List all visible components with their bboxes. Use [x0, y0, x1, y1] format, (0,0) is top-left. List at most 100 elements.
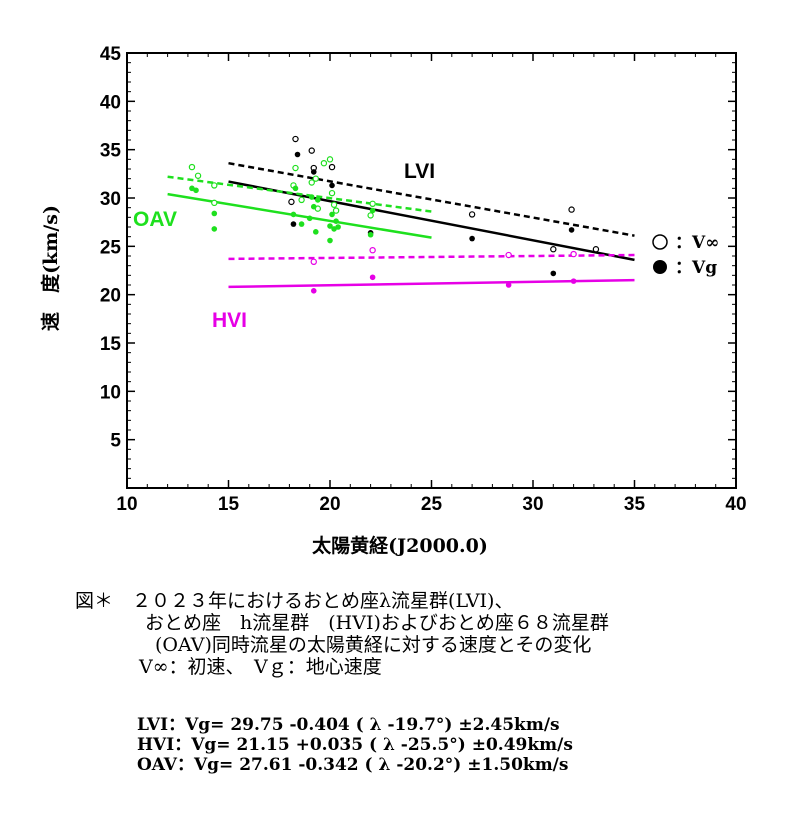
point-oav-vinf: [328, 189, 336, 197]
caption-line-2: おとめ座 h流星群 (HVI)およびおとめ座６８流星群: [145, 612, 609, 634]
x-tick-label: 10: [116, 494, 137, 515]
point-oav-vinf: [211, 199, 218, 207]
point-oav-vg: [211, 226, 218, 232]
point-hvi-vg: [369, 274, 376, 281]
fit-line-oav-dashed: [167, 175, 432, 213]
y-tick-label: 45: [100, 44, 122, 65]
point-lvi-vinf: [308, 147, 315, 154]
point-lvi-vg: [310, 169, 317, 175]
point-oav-vinf: [194, 172, 202, 179]
point-hvi-vinf: [570, 250, 577, 258]
point-oav-vg: [329, 211, 335, 218]
plot-border: [126, 52, 737, 489]
point-oav-vg: [335, 224, 341, 230]
point-lvi-vg: [290, 221, 297, 227]
fit-line-lvi-solid: [228, 180, 635, 262]
data-points: [188, 135, 600, 294]
y-tick-label: 15: [100, 334, 122, 355]
plot-frame: [126, 52, 737, 489]
series-label-lvi: LVI: [404, 160, 435, 183]
point-oav-vinf: [332, 207, 340, 214]
point-hvi-vg: [505, 282, 512, 288]
x-tick-label: 30: [522, 494, 543, 515]
point-oav-vg: [369, 207, 376, 214]
point-oav-vinf: [298, 196, 305, 204]
caption-line-4: V∞：初速、 Vｇ：地心速度: [139, 656, 382, 678]
point-oav-vinf: [367, 212, 374, 219]
point-oav-vinf: [326, 156, 334, 163]
formula-hvi: HVI：Vg= 21.15 +0.035 ( λ -25.5°) ±0.49km…: [137, 735, 573, 755]
point-oav-vg: [292, 185, 299, 192]
caption-line-1: 図＊ ２０２３年におけるおとめ座λ流星群(LVI)、: [75, 590, 514, 612]
point-oav-vg: [211, 210, 218, 217]
point-hvi-vinf: [505, 251, 512, 259]
x-tick-label: 40: [725, 494, 746, 515]
point-lvi-vg: [294, 151, 301, 158]
point-hvi-vg: [570, 278, 577, 284]
point-oav-vg: [308, 194, 315, 200]
x-axis-title: 太陽黄経(J2000.0): [312, 534, 488, 557]
x-tick-label: 20: [319, 494, 340, 515]
formula-lvi: LVI：Vg= 29.75 -0.404 ( λ -19.7°) ±2.45km…: [137, 715, 560, 735]
y-tick-label: 40: [100, 92, 121, 113]
x-tick-label: 25: [421, 494, 443, 515]
caption-line-3: (OAV)同時流星の太陽黄経に対する速度とその変化: [155, 634, 592, 656]
point-hvi-vg: [310, 288, 317, 294]
fit-line-hvi-solid: [228, 278, 635, 289]
point-lvi-vg: [568, 227, 575, 233]
point-oav-vinf: [320, 159, 328, 167]
point-oav-vinf: [330, 201, 338, 208]
point-lvi-vg: [329, 182, 335, 189]
y-tick-label: 30: [100, 189, 121, 210]
point-oav-vg: [310, 203, 317, 210]
x-tick-label: 35: [624, 494, 646, 515]
point-lvi-vinf: [592, 246, 600, 253]
point-oav-vinf: [312, 175, 319, 182]
series-label-hvi: HVI: [212, 309, 247, 332]
point-oav-vg: [367, 231, 374, 238]
point-lvi-vinf: [468, 211, 476, 218]
point-oav-vg: [312, 229, 319, 235]
point-oav-vg: [327, 223, 333, 229]
y-tick-label: 5: [110, 431, 121, 452]
fit-formulas: LVI：Vg= 29.75 -0.404 ( λ -19.7°) ±2.45km…: [137, 715, 573, 775]
point-oav-vinf: [188, 163, 196, 171]
axis-ticks: 10 15 20 25 30 35 40 5 10 15 20 25 30 35 40 45: [100, 44, 747, 515]
legend-open-label: ：V∞: [675, 233, 719, 253]
point-oav-vinf: [211, 182, 218, 189]
series-label-oav: OAV: [133, 208, 177, 231]
fit-line-hvi-dashed: [228, 253, 635, 261]
point-oav-vinf: [292, 164, 299, 172]
point-lvi-vinf: [288, 198, 295, 206]
point-oav-vg: [306, 215, 313, 222]
point-oav-vg: [333, 218, 339, 224]
point-oav-vg: [298, 221, 305, 227]
point-oav-vg: [193, 187, 199, 194]
point-oav-vinf: [369, 200, 376, 207]
point-oav-vg: [315, 197, 321, 203]
x-tick-label: 15: [218, 494, 240, 515]
point-lvi-vg: [469, 235, 475, 242]
point-hvi-vinf: [310, 258, 317, 265]
point-lvi-vinf: [568, 206, 575, 213]
point-lvi-vinf: [550, 246, 557, 253]
point-oav-vg: [327, 237, 333, 244]
y-axis-title: 速 度(km/s): [39, 205, 62, 331]
point-lvi-vinf: [328, 163, 336, 171]
fit-line-lvi-dashed: [228, 161, 635, 237]
point-lvi-vinf: [292, 135, 299, 143]
figure-caption: 図＊ ２０２３年におけるおとめ座λ流星群(LVI)、 おとめ座 h流星群 (HV…: [75, 590, 775, 678]
y-tick-label: 35: [100, 141, 122, 162]
legend-filled-marker: [653, 260, 667, 274]
formula-oav: OAV：Vg= 27.61 -0.342 ( λ -20.2°) ±1.50km…: [137, 755, 569, 775]
point-oav-vinf: [308, 179, 315, 186]
y-tick-label: 10: [100, 382, 121, 403]
y-tick-label: 25: [100, 237, 122, 258]
fit-lines: [167, 161, 635, 289]
y-tick-label: 20: [100, 286, 121, 307]
legend-filled-label: ：Vg: [675, 258, 717, 278]
point-hvi-vinf: [369, 246, 376, 254]
legend-open-marker: [652, 234, 668, 250]
point-lvi-vg: [550, 270, 557, 277]
